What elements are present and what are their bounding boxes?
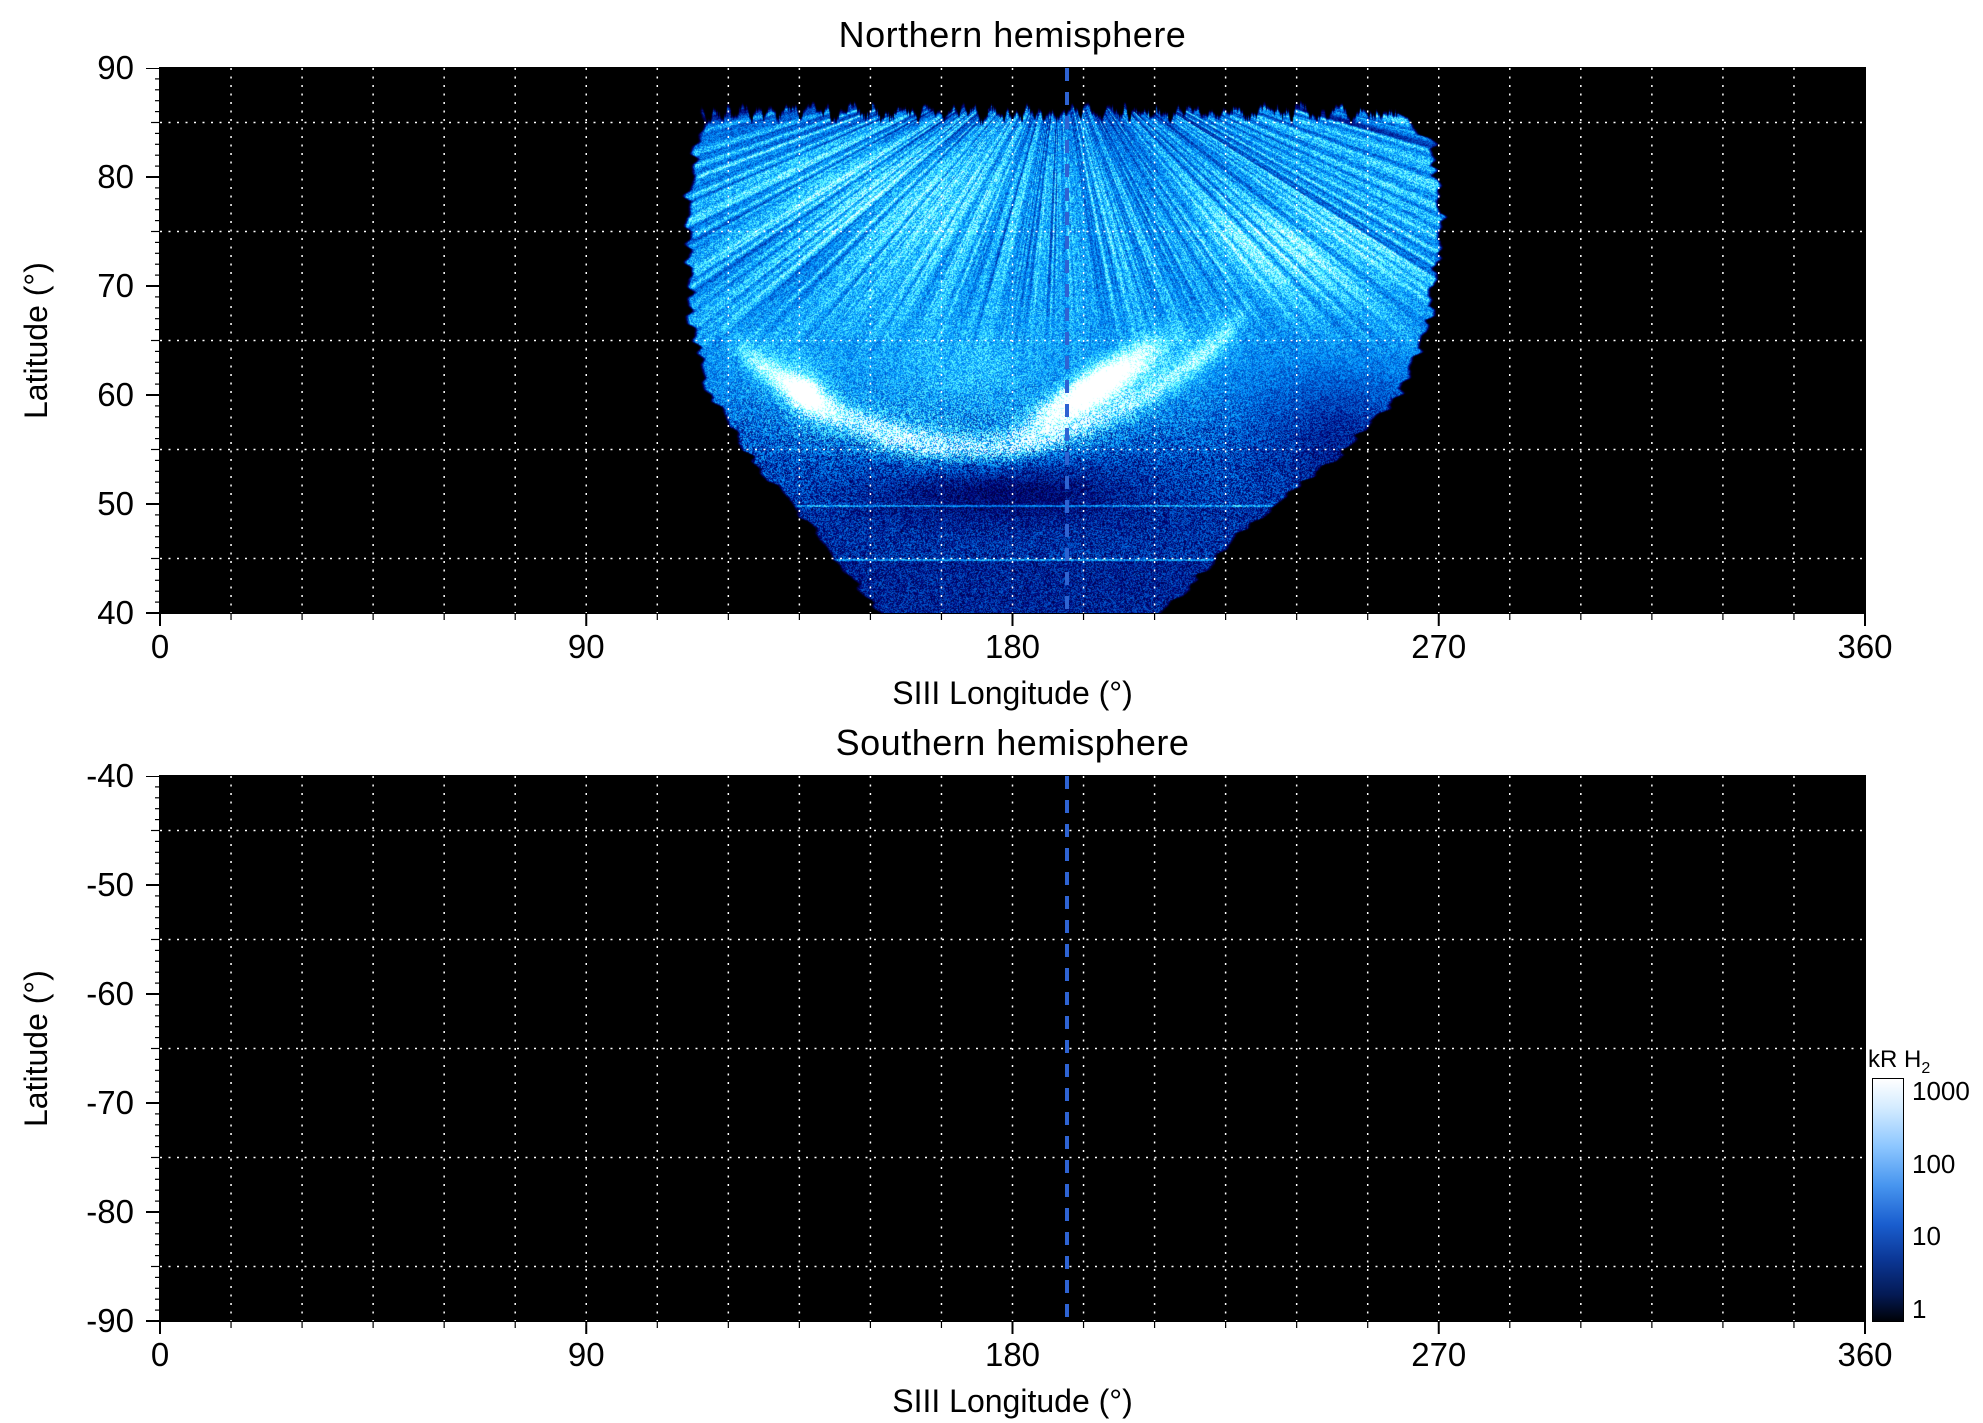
- south-y-axis-label: Latitude (°): [18, 970, 54, 1127]
- y-tick-label: -60: [86, 975, 134, 1012]
- y-tick-label: 90: [97, 49, 134, 86]
- x-tick-label: 0: [150, 1336, 170, 1373]
- north-x-axis-label: SIII Longitude (°): [892, 675, 1133, 711]
- y-tick-label: -50: [86, 866, 134, 903]
- colorbar-title-text: kR H: [1868, 1046, 1922, 1073]
- x-tick-label: 180: [984, 1336, 1041, 1373]
- x-tick-label: 270: [1411, 628, 1467, 665]
- x-tick-label: 90: [567, 1336, 605, 1373]
- south-x-axis-label: SIII Longitude (°): [892, 1383, 1133, 1419]
- colorbar-gradient: [1872, 1078, 1904, 1322]
- colorbar-title-subscript: 2: [1921, 1059, 1931, 1077]
- south-gridlines: [160, 776, 1865, 1321]
- y-tick-label: -90: [86, 1302, 134, 1339]
- north-y-axis-label: Latitude (°): [18, 262, 54, 419]
- y-tick-label: -40: [86, 757, 134, 794]
- x-tick-label: 90: [567, 628, 605, 665]
- x-tick-label: 360: [1837, 1336, 1893, 1373]
- x-tick-label: 0: [150, 628, 170, 665]
- south-longitude-marker-line: [1064, 776, 1069, 1321]
- colorbar-tick-label: 1: [1912, 1293, 1927, 1324]
- colorbar: kR H2 1000 100 10 1: [1868, 1046, 1983, 1326]
- colorbar-tick-label: 100: [1912, 1148, 1956, 1179]
- north-plot-title: Northern hemisphere: [838, 14, 1187, 55]
- y-tick-label: -80: [86, 1193, 134, 1230]
- x-tick-label: 360: [1837, 628, 1893, 665]
- south-plot-area: [159, 775, 1866, 1322]
- south-plot-title: Southern hemisphere: [835, 722, 1190, 763]
- colorbar-tick-label: 10: [1912, 1221, 1941, 1252]
- x-tick-label: 180: [984, 628, 1041, 665]
- north-aurora-heatmap: [160, 68, 1865, 613]
- y-tick-label: 80: [97, 158, 134, 195]
- y-tick-label: 70: [97, 267, 134, 304]
- colorbar-title: kR H2: [1868, 1046, 1930, 1078]
- x-tick-label: 270: [1411, 1336, 1467, 1373]
- colorbar-tick-label: 1000: [1912, 1076, 1970, 1107]
- north-plot-area: [159, 67, 1866, 614]
- y-tick-label: 50: [97, 485, 134, 522]
- y-tick-label: 40: [97, 594, 134, 631]
- y-tick-label: 60: [97, 376, 134, 413]
- y-tick-label: -70: [86, 1084, 134, 1121]
